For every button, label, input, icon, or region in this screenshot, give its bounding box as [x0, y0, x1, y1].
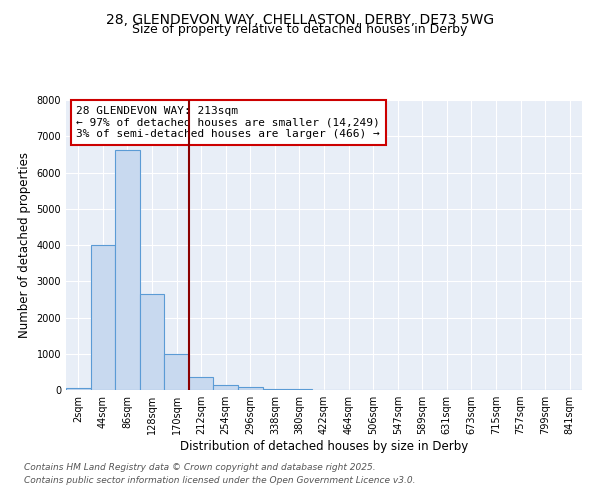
Bar [189, 378, 214, 390]
Bar [263, 389, 287, 390]
Text: Size of property relative to detached houses in Derby: Size of property relative to detached ho… [133, 22, 467, 36]
X-axis label: Distribution of detached houses by size in Derby: Distribution of detached houses by size … [180, 440, 468, 453]
Bar [115, 150, 140, 390]
Bar [66, 388, 91, 390]
Y-axis label: Number of detached properties: Number of detached properties [18, 152, 31, 338]
Bar [140, 294, 164, 390]
Bar [164, 354, 189, 390]
Text: Contains public sector information licensed under the Open Government Licence v3: Contains public sector information licen… [24, 476, 415, 485]
Text: 28, GLENDEVON WAY, CHELLASTON, DERBY, DE73 5WG: 28, GLENDEVON WAY, CHELLASTON, DERBY, DE… [106, 12, 494, 26]
Bar [91, 245, 115, 390]
Bar [214, 386, 238, 390]
Text: Contains HM Land Registry data © Crown copyright and database right 2025.: Contains HM Land Registry data © Crown c… [24, 464, 376, 472]
Text: 28 GLENDEVON WAY: 213sqm
← 97% of detached houses are smaller (14,249)
3% of sem: 28 GLENDEVON WAY: 213sqm ← 97% of detach… [76, 106, 380, 139]
Bar [238, 388, 263, 390]
